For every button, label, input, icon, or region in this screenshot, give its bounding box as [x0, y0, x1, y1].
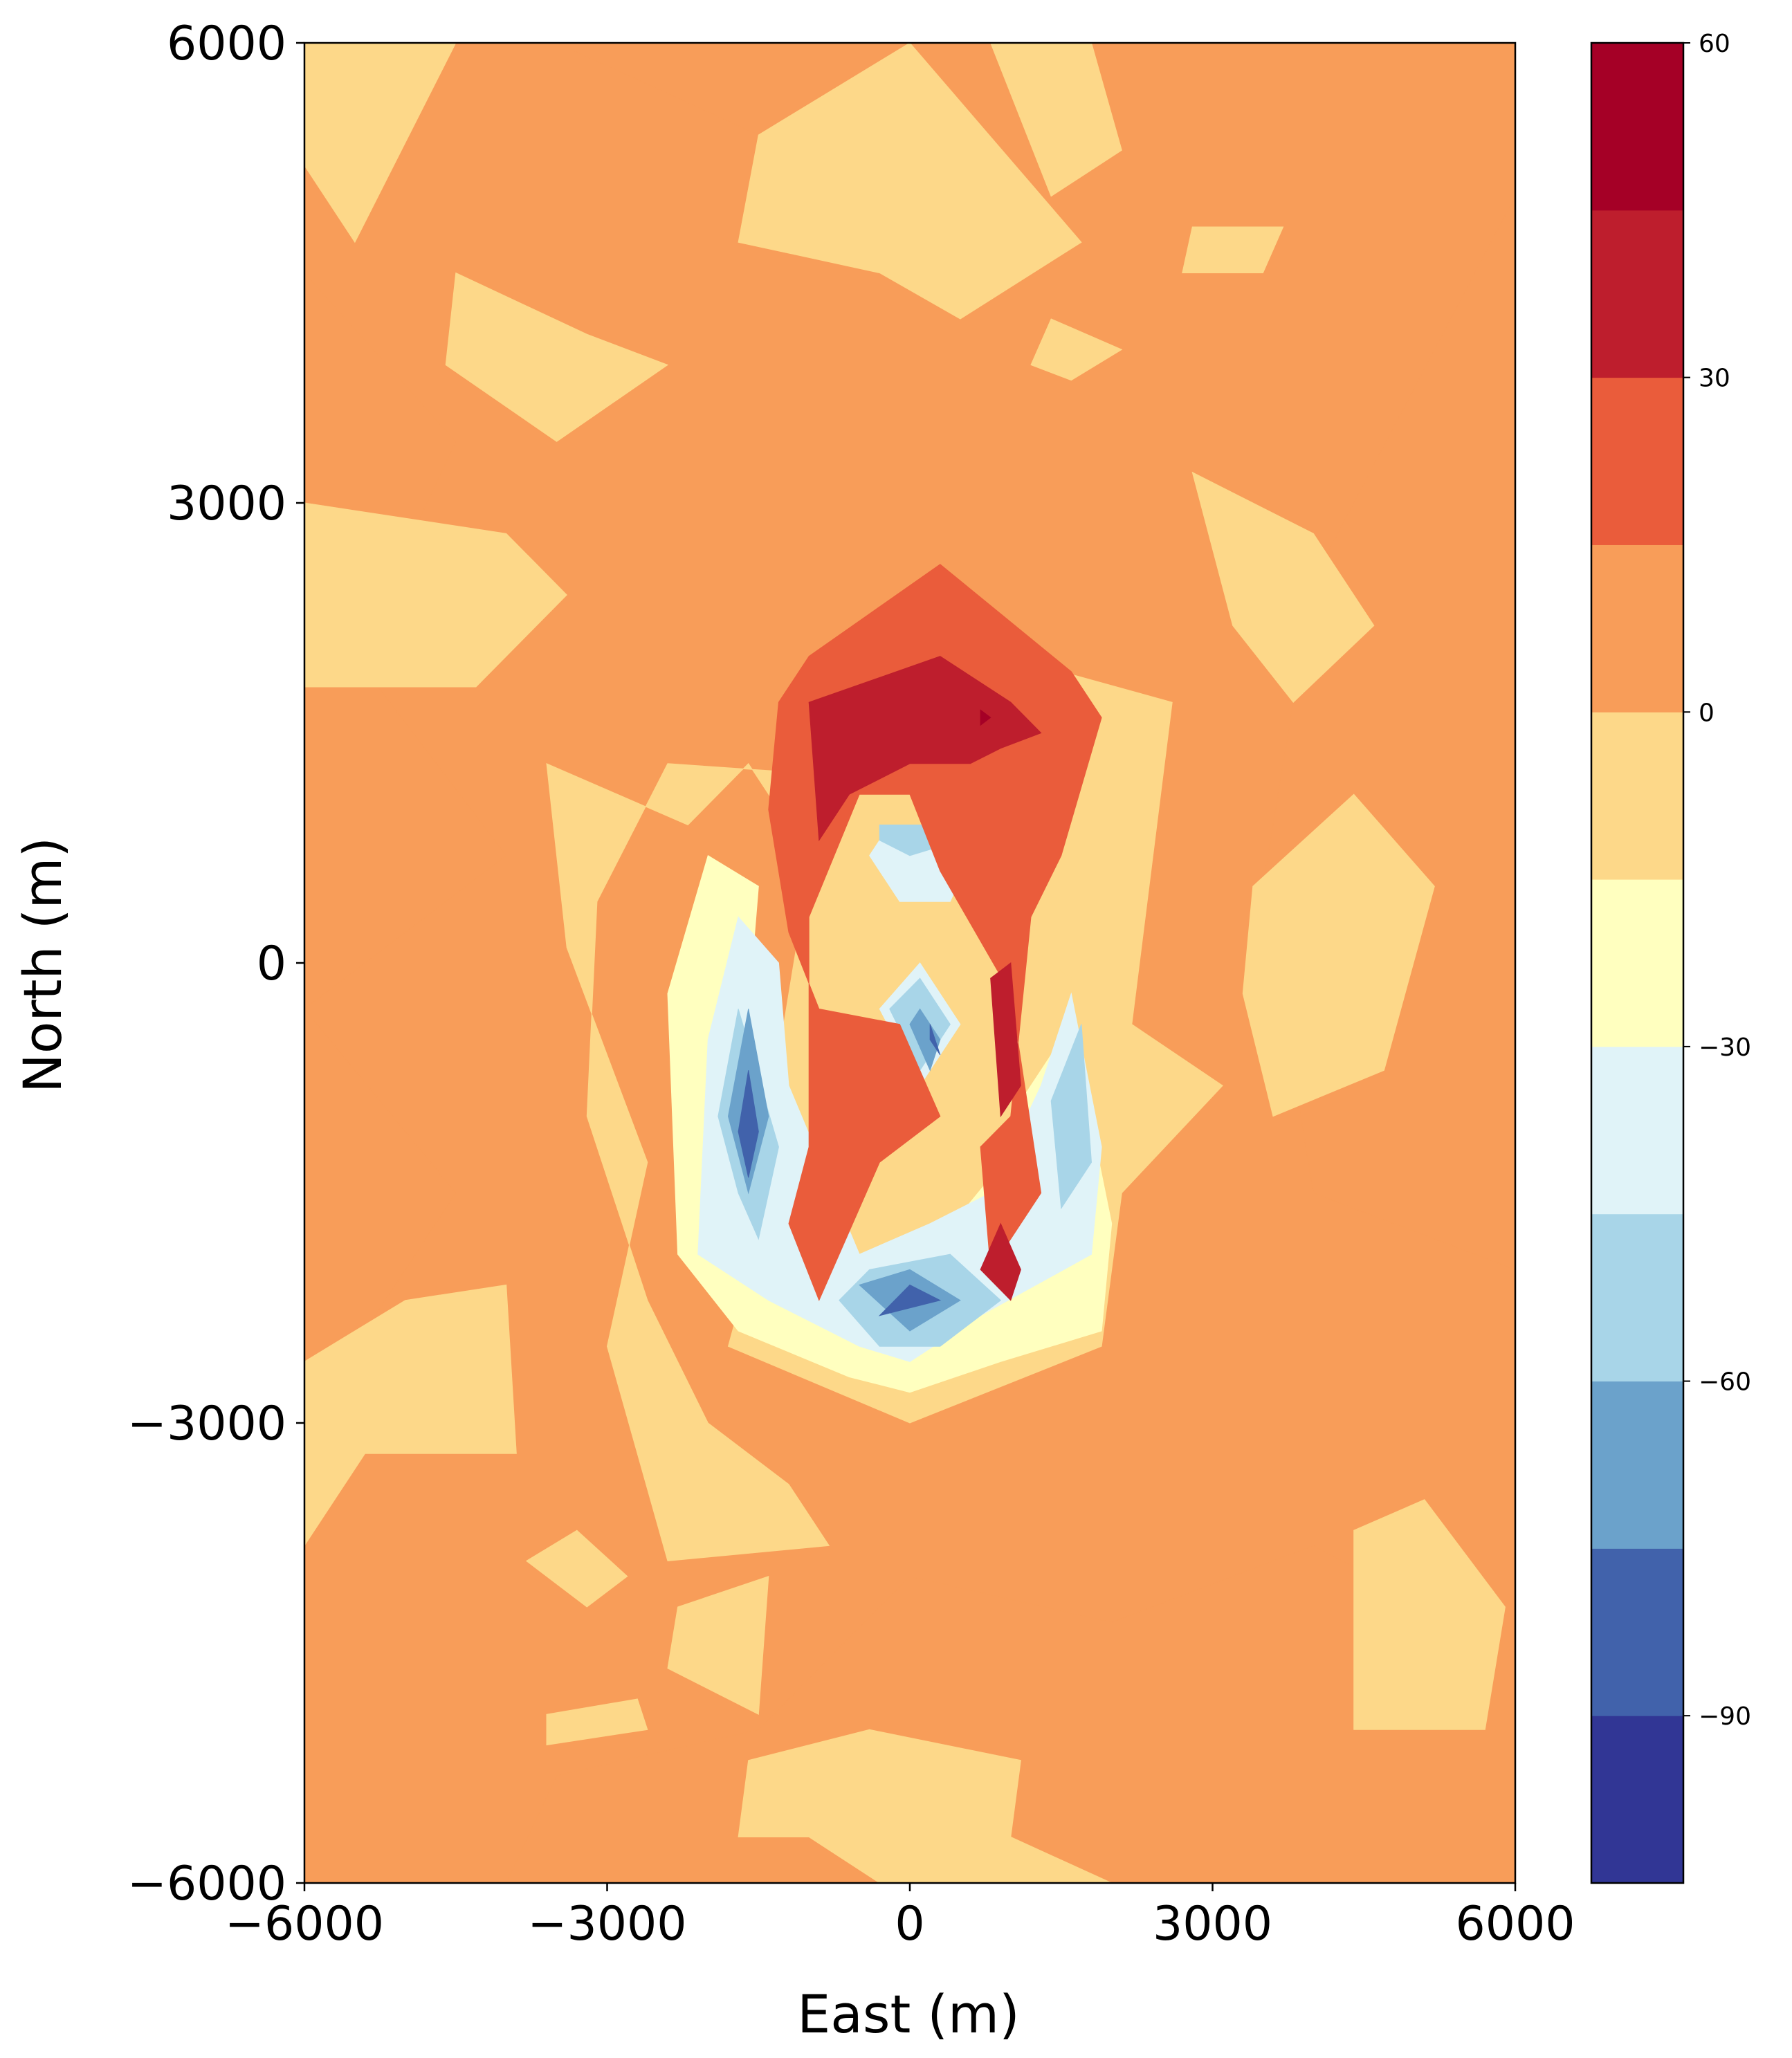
- colorbar-segment: [1591, 544, 1683, 713]
- contour-region-34: [808, 656, 1042, 842]
- colorbar-segment: [1591, 879, 1683, 1047]
- y-axis-label: North (m): [12, 837, 73, 1093]
- contour-region-31: [878, 1284, 942, 1316]
- contour-region-16: [1353, 1499, 1506, 1730]
- contour-region-14: [546, 1698, 648, 1746]
- y-tick-label: −6000: [127, 1857, 286, 1911]
- colorbar-segment: [1591, 1046, 1683, 1215]
- y-tick-label: −3000: [127, 1397, 286, 1451]
- colorbar-segment: [1591, 377, 1683, 545]
- y-tick-label: 3000: [167, 477, 286, 531]
- colorbar-tick-label: 30: [1699, 365, 1730, 393]
- plot-area: [304, 43, 1515, 1883]
- x-tick-label: 6000: [1455, 1897, 1575, 1951]
- contour-region-11: [304, 1284, 517, 1547]
- contour-region-37: [980, 709, 991, 726]
- contour-region-23: [1050, 1024, 1092, 1210]
- colorbar-segment: [1591, 43, 1683, 211]
- y-tick-label: 6000: [167, 17, 286, 71]
- contour-region-10: [1242, 793, 1435, 1117]
- x-tick-label: −3000: [527, 1897, 686, 1951]
- y-tick-label: 0: [257, 937, 286, 991]
- colorbar-segment: [1591, 712, 1683, 880]
- colorbar-tick-label: 60: [1699, 30, 1730, 58]
- contour-region-36: [980, 1222, 1021, 1301]
- contour-region-7: [304, 502, 567, 688]
- colorbar-tick-label: 0: [1699, 699, 1715, 727]
- axes: −6000 −3000 0 3000 6000 −6000 −3000 0 3000 6000: [127, 17, 1575, 1951]
- contour-region-6: [1030, 318, 1123, 381]
- colorbar-tick-label: −30: [1699, 1033, 1751, 1062]
- contour-region-2: [445, 272, 669, 442]
- contour-region-3: [738, 43, 1082, 320]
- colorbar-segment: [1591, 210, 1683, 378]
- contour-region-8: [1191, 471, 1375, 703]
- colorbar-tick-label: −60: [1699, 1368, 1751, 1397]
- contour-region-5: [1182, 226, 1284, 273]
- contour-region-30: [738, 1070, 759, 1178]
- colorbar-frame: [1590, 42, 1685, 1884]
- contour-region-12: [525, 1529, 628, 1608]
- colorbar-segment: [1591, 1548, 1683, 1716]
- x-tick-label: −6000: [225, 1897, 384, 1951]
- contour-region-32: [929, 1024, 941, 1056]
- colorbar-tick-label: −90: [1699, 1702, 1751, 1731]
- contour-region-1: [304, 43, 457, 244]
- contour-region-15: [738, 1729, 1112, 1883]
- x-tick-label: 3000: [1153, 1897, 1272, 1951]
- contour-region-13: [667, 1575, 769, 1715]
- colorbar-segment: [1591, 1716, 1683, 1884]
- colorbar: −90 −60 −30 0 30 60: [1590, 30, 1751, 1884]
- colorbar-segment: [1591, 1213, 1683, 1382]
- x-axis-label: East (m): [797, 1983, 1019, 2045]
- contour-region-4: [990, 43, 1122, 197]
- contour-region-29: [909, 1008, 941, 1072]
- colorbar-segment: [1591, 1381, 1683, 1549]
- x-tick-label: 0: [895, 1897, 924, 1951]
- contour-region-35: [990, 962, 1021, 1118]
